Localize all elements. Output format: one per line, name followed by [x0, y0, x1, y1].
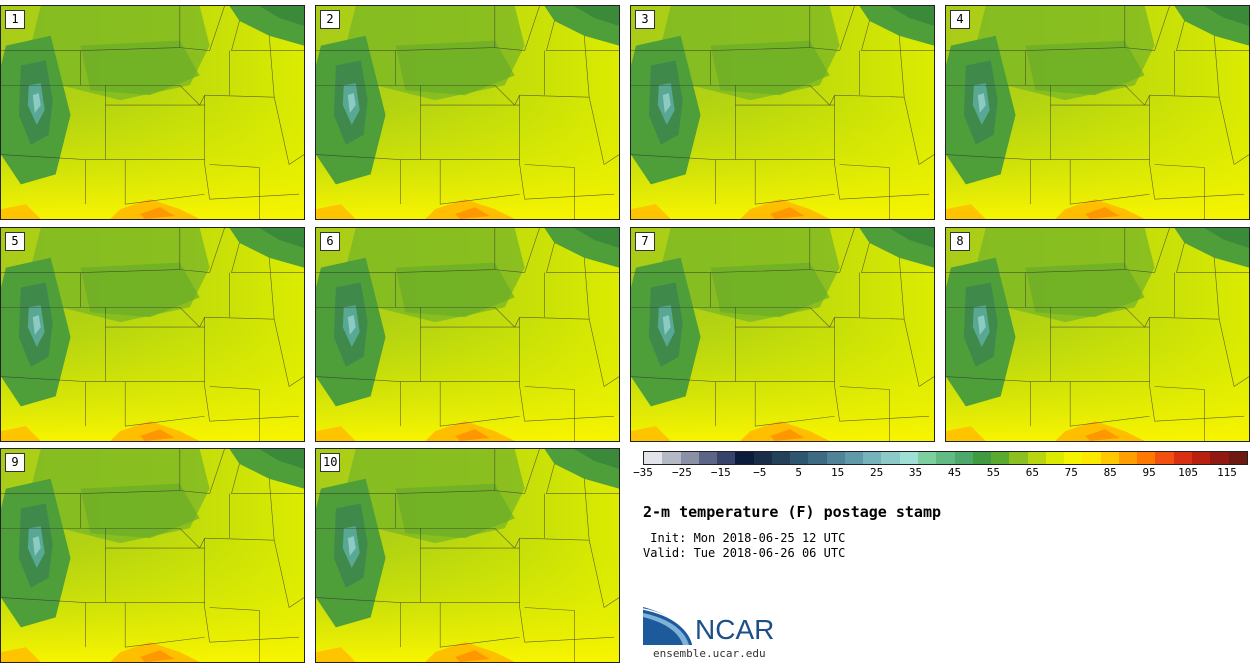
colorbar-swatch	[771, 452, 791, 464]
colorbar-swatch	[936, 452, 955, 464]
colorbar-swatch	[1228, 452, 1247, 464]
colorbar-swatch	[644, 452, 663, 464]
member-number-label: 10	[320, 453, 341, 472]
colorbar-swatch	[826, 452, 845, 464]
member-number-label: 4	[950, 10, 970, 29]
colorbar-tick-label: −5	[753, 466, 767, 479]
colorbar-swatch	[753, 452, 772, 464]
ensemble-member-map: 5	[0, 227, 305, 442]
ensemble-member-map: 4	[945, 5, 1250, 220]
colorbar-tick-label: −35	[633, 466, 653, 479]
colorbar-swatch	[1027, 452, 1046, 464]
member-number-label: 3	[635, 10, 655, 29]
colorbar-tick-label: 105	[1178, 466, 1198, 479]
colorbar-swatch	[1064, 452, 1083, 464]
ensemble-member-map: 7	[630, 227, 935, 442]
colorbar-swatch	[1173, 452, 1192, 464]
member-number-label: 6	[320, 232, 340, 251]
member-number-label: 9	[5, 453, 25, 472]
ensemble-member-map: 1	[0, 5, 305, 220]
colorbar-swatch	[899, 452, 918, 464]
colorbar-tick-label: 95	[1142, 466, 1156, 479]
member-number-label: 1	[5, 10, 25, 29]
temperature-colorbar	[643, 451, 1248, 465]
colorbar-tick-labels: −35 −25 −15 −5 5 15 25 35 45 55 65 75 85 95 105 115	[633, 466, 1248, 486]
colorbar-tick-label: 75	[1064, 466, 1078, 479]
ensemble-member-map: 3	[630, 5, 935, 220]
colorbar-tick-label: 15	[831, 466, 845, 479]
member-number-label: 5	[5, 232, 25, 251]
colorbar-tick-label: 65	[1025, 466, 1039, 479]
member-number-label: 8	[950, 232, 970, 251]
colorbar-swatch	[808, 452, 827, 464]
colorbar-swatch	[863, 452, 882, 464]
colorbar-swatch	[1191, 452, 1211, 464]
colorbar-swatch	[790, 452, 809, 464]
ncar-logo-icon	[643, 607, 694, 646]
ensemble-member-map: 6	[315, 227, 620, 442]
colorbar-swatch	[954, 452, 973, 464]
colorbar-tick-label: 5	[795, 466, 803, 479]
colorbar-tick-label: −15	[710, 466, 731, 479]
colorbar-swatch	[1210, 452, 1229, 464]
plot-title: 2-m temperature (F) postage stamp	[643, 503, 942, 521]
init-time: Init: Mon 2018-06-25 12 UTC	[643, 531, 846, 545]
ensemble-member-map: 8	[945, 227, 1250, 442]
valid-time: Valid: Tue 2018-06-26 06 UTC	[643, 546, 846, 560]
colorbar-swatch	[1082, 452, 1101, 464]
colorbar-swatch	[717, 452, 736, 464]
member-number-label: 7	[635, 232, 655, 251]
colorbar-swatch	[844, 452, 864, 464]
colorbar-swatch	[680, 452, 699, 464]
colorbar-swatch	[972, 452, 992, 464]
colorbar-tick-label: 115	[1217, 466, 1237, 479]
colorbar-swatch	[917, 452, 937, 464]
colorbar-swatch	[1118, 452, 1138, 464]
ensemble-member-map: 10	[315, 448, 620, 663]
colorbar-tick-label: 85	[1103, 466, 1117, 479]
colorbar-tick-label: −25	[671, 466, 692, 479]
colorbar-tick-label: 45	[947, 466, 962, 479]
colorbar-swatch	[1137, 452, 1156, 464]
colorbar-swatch	[1155, 452, 1174, 464]
colorbar-swatch	[881, 452, 900, 464]
colorbar-swatch	[1045, 452, 1065, 464]
colorbar-tick-label: 55	[986, 466, 1001, 479]
ensemble-member-map: 2	[315, 5, 620, 220]
ensemble-member-map: 9	[0, 448, 305, 663]
colorbar-tick-label: 25	[869, 466, 884, 479]
colorbar-tick-label: 35	[908, 466, 923, 479]
colorbar-swatch	[662, 452, 681, 464]
member-number-label: 2	[320, 10, 340, 29]
colorbar-swatch	[735, 452, 754, 464]
colorbar-swatch	[698, 452, 718, 464]
logo-url: ensemble.ucar.edu	[653, 647, 766, 660]
colorbar-swatch	[1100, 452, 1119, 464]
logo-wordmark: NCAR	[695, 614, 775, 645]
colorbar-swatch	[991, 452, 1010, 464]
colorbar-swatch	[1009, 452, 1028, 464]
